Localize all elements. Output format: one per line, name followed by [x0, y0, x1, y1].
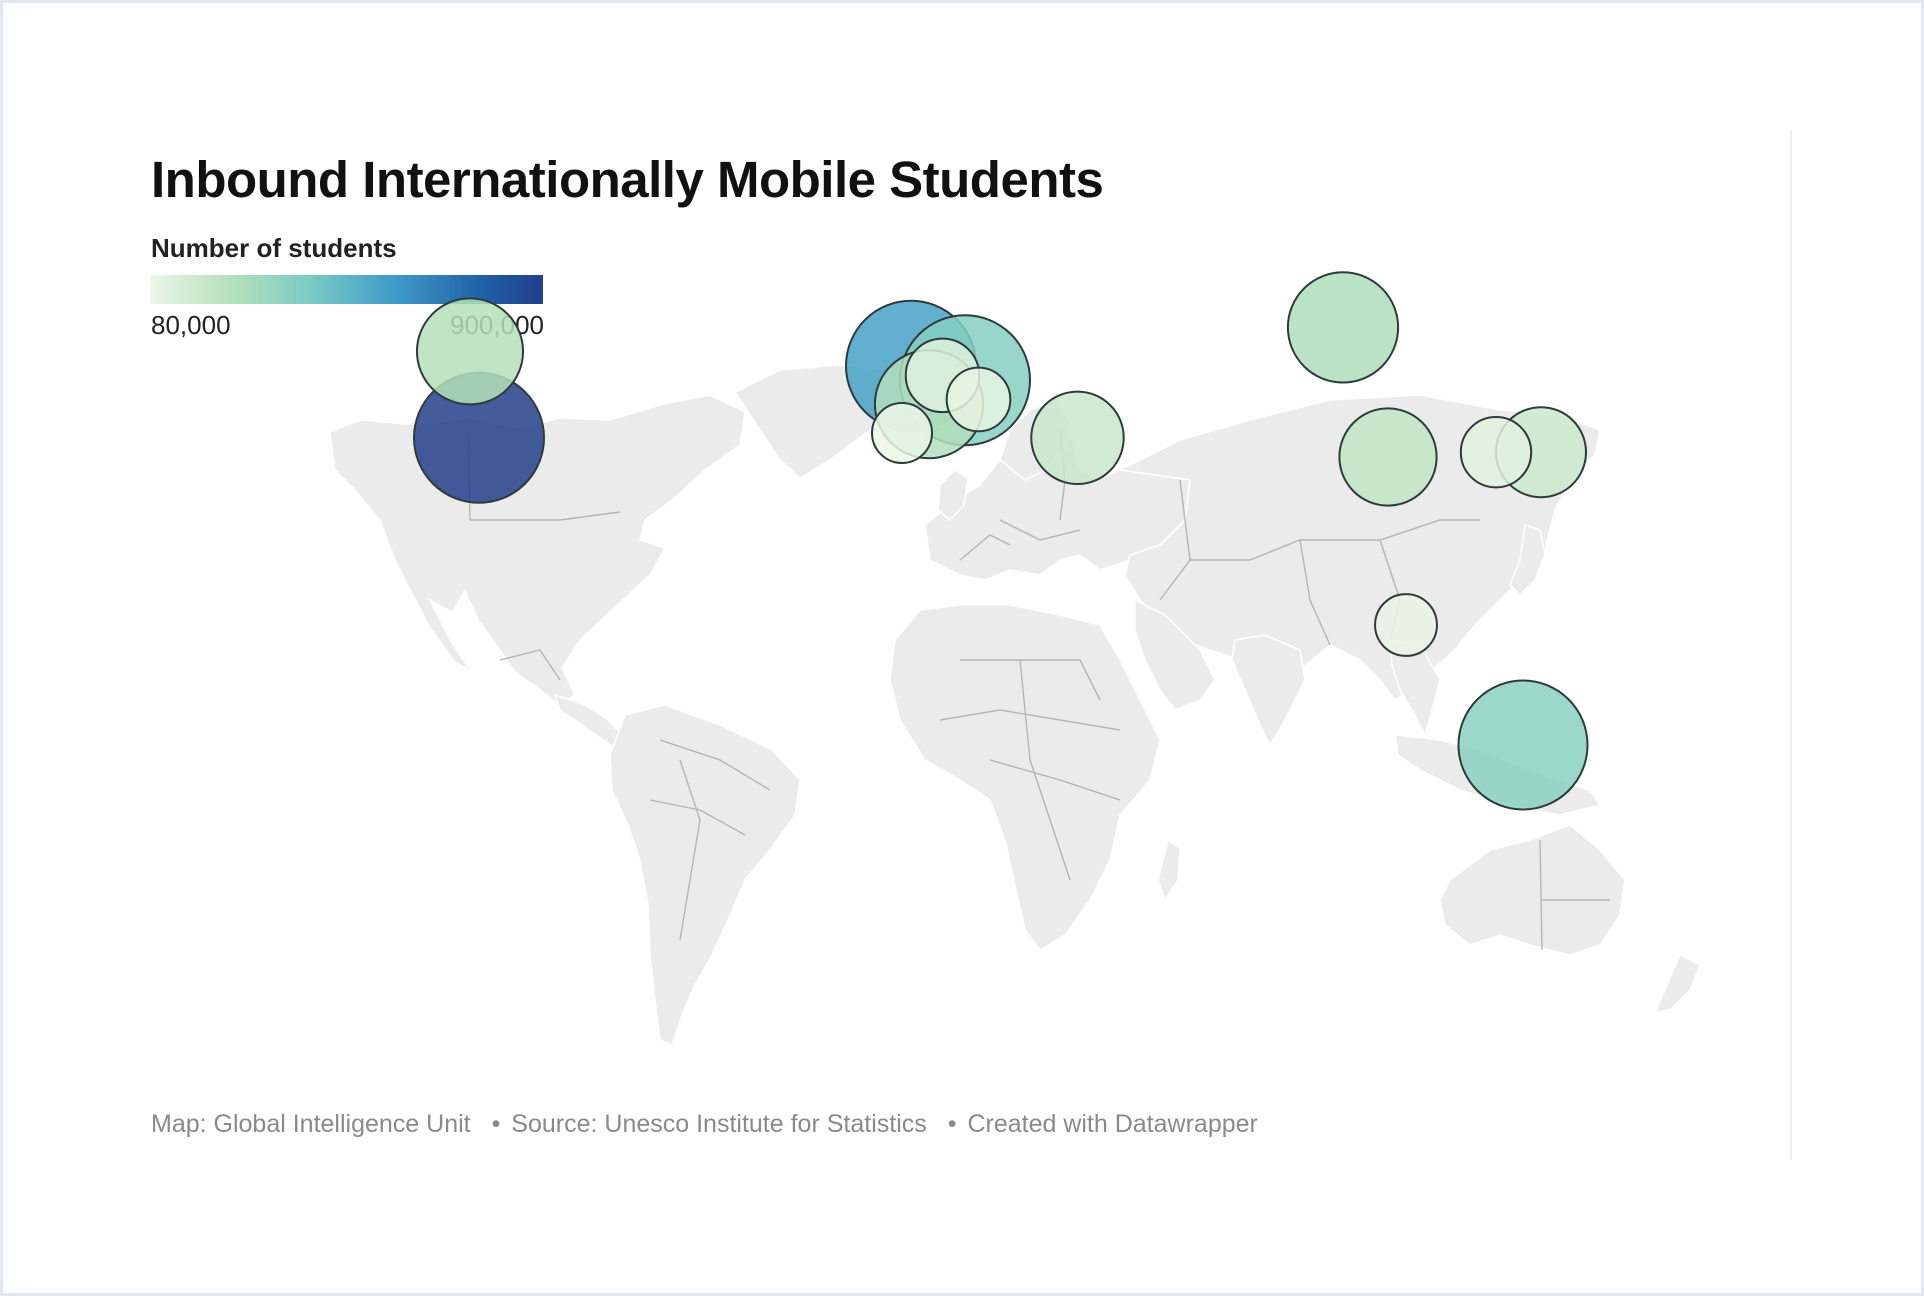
footer-separator: • — [491, 1110, 501, 1138]
bubble-marker[interactable] — [1459, 416, 1533, 489]
bubble-marker[interactable] — [1338, 407, 1438, 507]
vertical-divider — [1790, 130, 1792, 1160]
land-british-isles — [937, 469, 969, 522]
land-australia — [1439, 824, 1626, 956]
land-new-zealand — [1653, 953, 1701, 1013]
bubble-marker[interactable] — [1030, 390, 1125, 486]
country-border — [999, 519, 1081, 541]
footer: Map: Global Intelligence Unit • Source: … — [151, 1110, 1272, 1139]
country-border — [649, 799, 746, 836]
bubble-marker[interactable] — [415, 297, 525, 406]
bubble-marker[interactable] — [1286, 271, 1400, 384]
country-border — [659, 739, 771, 791]
legend-title: Number of students — [151, 233, 397, 263]
bubble-marker[interactable] — [1457, 679, 1589, 811]
bubble-marker[interactable] — [871, 402, 933, 464]
land-southeast-asia — [1389, 639, 1441, 738]
country-border — [939, 709, 1121, 731]
map-credit: Map: Global Intelligence Unit — [151, 1110, 471, 1138]
legend-min-label: 80,000 — [151, 310, 231, 340]
country-border — [959, 534, 1011, 561]
land-madagascar — [1157, 838, 1181, 902]
country-border — [1019, 659, 1071, 881]
map-title: Inbound Internationally Mobile Students — [151, 151, 1104, 208]
land-south-america — [609, 704, 801, 1047]
land-central-america — [553, 693, 627, 749]
land-arabia — [1134, 598, 1216, 711]
country-border — [989, 759, 1121, 801]
country-border — [499, 649, 561, 681]
country-border — [1299, 539, 1331, 646]
land-japan — [1509, 524, 1546, 597]
country-border — [1539, 839, 1543, 951]
source-credit: Source: Unesco Institute for Statistics — [511, 1110, 927, 1138]
created-credit: Created with Datawrapper — [967, 1110, 1258, 1138]
footer-separator: • — [947, 1110, 957, 1138]
bubbles-layer — [413, 271, 1589, 811]
land-india — [1231, 634, 1306, 747]
bubble-marker[interactable] — [1374, 593, 1438, 657]
country-border — [1190, 519, 1480, 561]
land-africa — [889, 604, 1161, 951]
country-border — [679, 759, 701, 941]
country-border — [470, 511, 621, 521]
bubble-marker[interactable] — [945, 366, 1012, 433]
country-border — [960, 659, 1101, 701]
